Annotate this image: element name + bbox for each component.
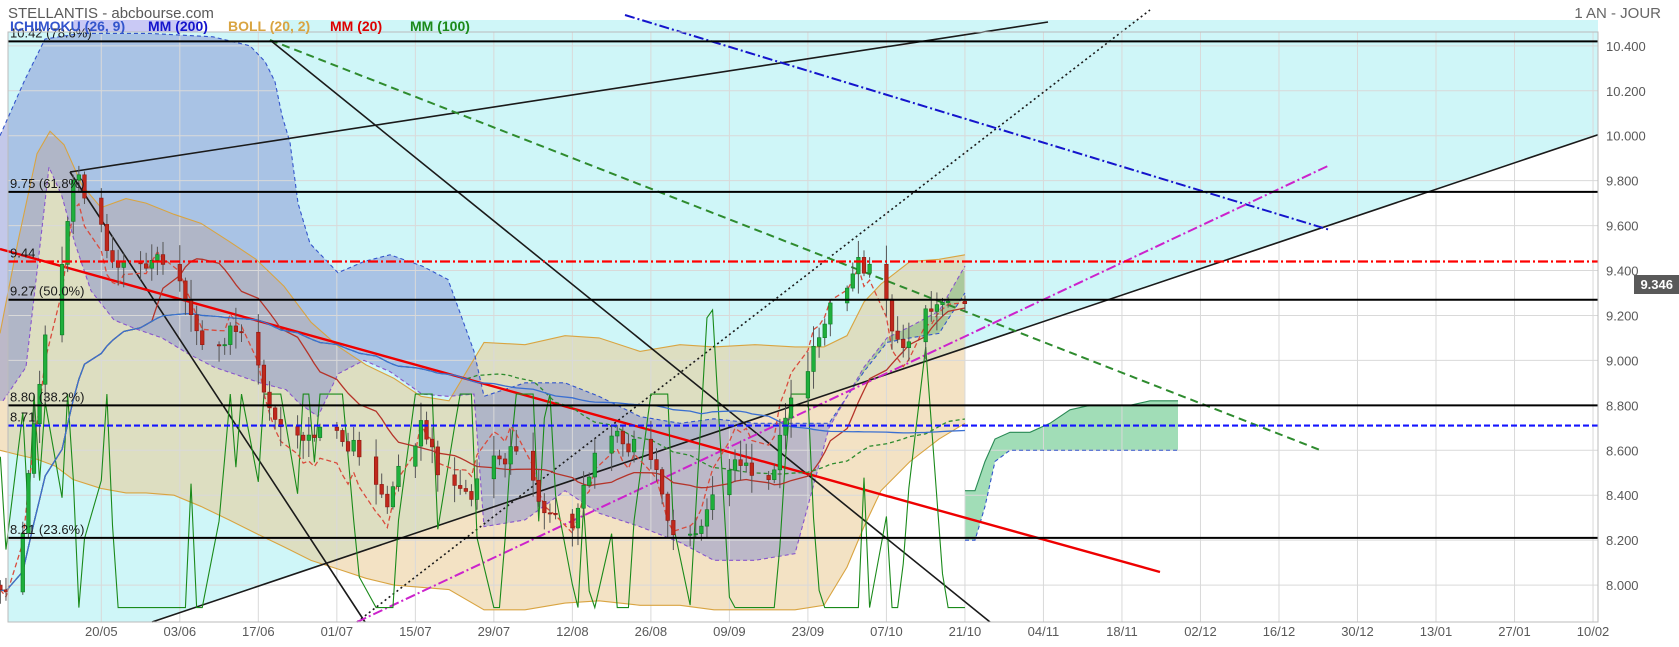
svg-text:21/10: 21/10 — [949, 624, 982, 639]
svg-text:02/12: 02/12 — [1184, 624, 1217, 639]
svg-text:8.000: 8.000 — [1606, 578, 1639, 593]
svg-text:09/09: 09/09 — [713, 624, 746, 639]
svg-text:MM (100): MM (100) — [410, 18, 470, 34]
svg-text:04/11: 04/11 — [1028, 624, 1060, 639]
svg-text:8.80 (38.2%): 8.80 (38.2%) — [10, 389, 84, 404]
svg-text:9.000: 9.000 — [1606, 353, 1639, 368]
svg-text:8.21 (23.6%): 8.21 (23.6%) — [10, 522, 84, 537]
svg-text:17/06: 17/06 — [242, 624, 275, 639]
svg-text:07/10: 07/10 — [870, 624, 903, 639]
svg-text:26/08: 26/08 — [635, 624, 668, 639]
svg-text:9.200: 9.200 — [1606, 308, 1639, 323]
svg-text:16/12: 16/12 — [1263, 624, 1296, 639]
svg-text:MM (200): MM (200) — [148, 18, 208, 34]
svg-text:9.600: 9.600 — [1606, 219, 1639, 234]
svg-text:8.200: 8.200 — [1606, 533, 1639, 548]
svg-text:8.71: 8.71 — [10, 410, 35, 425]
svg-text:9.27 (50.0%): 9.27 (50.0%) — [10, 284, 84, 299]
svg-text:30/12: 30/12 — [1341, 624, 1374, 639]
svg-text:8.600: 8.600 — [1606, 443, 1639, 458]
svg-text:BOLL (20, 2): BOLL (20, 2) — [228, 18, 310, 34]
svg-text:12/08: 12/08 — [556, 624, 589, 639]
svg-text:23/09: 23/09 — [792, 624, 825, 639]
svg-text:27/01: 27/01 — [1498, 624, 1531, 639]
svg-text:9.800: 9.800 — [1606, 174, 1639, 189]
svg-text:ICHIMOKU (26, 9): ICHIMOKU (26, 9) — [10, 18, 125, 34]
svg-text:9.44: 9.44 — [10, 246, 35, 261]
svg-text:18/11: 18/11 — [1106, 624, 1138, 639]
svg-text:03/06: 03/06 — [164, 624, 197, 639]
svg-text:20/05: 20/05 — [85, 624, 118, 639]
svg-text:MM (20): MM (20) — [330, 18, 382, 34]
svg-text:10/02: 10/02 — [1577, 624, 1610, 639]
svg-text:9.75 (61.8%): 9.75 (61.8%) — [10, 176, 84, 191]
svg-text:8.800: 8.800 — [1606, 398, 1639, 413]
svg-text:8.400: 8.400 — [1606, 488, 1639, 503]
svg-text:13/01: 13/01 — [1420, 624, 1453, 639]
svg-text:15/07: 15/07 — [399, 624, 432, 639]
svg-text:01/07: 01/07 — [321, 624, 354, 639]
svg-text:10.000: 10.000 — [1606, 129, 1646, 144]
svg-text:10.400: 10.400 — [1606, 39, 1646, 54]
svg-text:29/07: 29/07 — [478, 624, 511, 639]
svg-text:10.200: 10.200 — [1606, 84, 1646, 99]
